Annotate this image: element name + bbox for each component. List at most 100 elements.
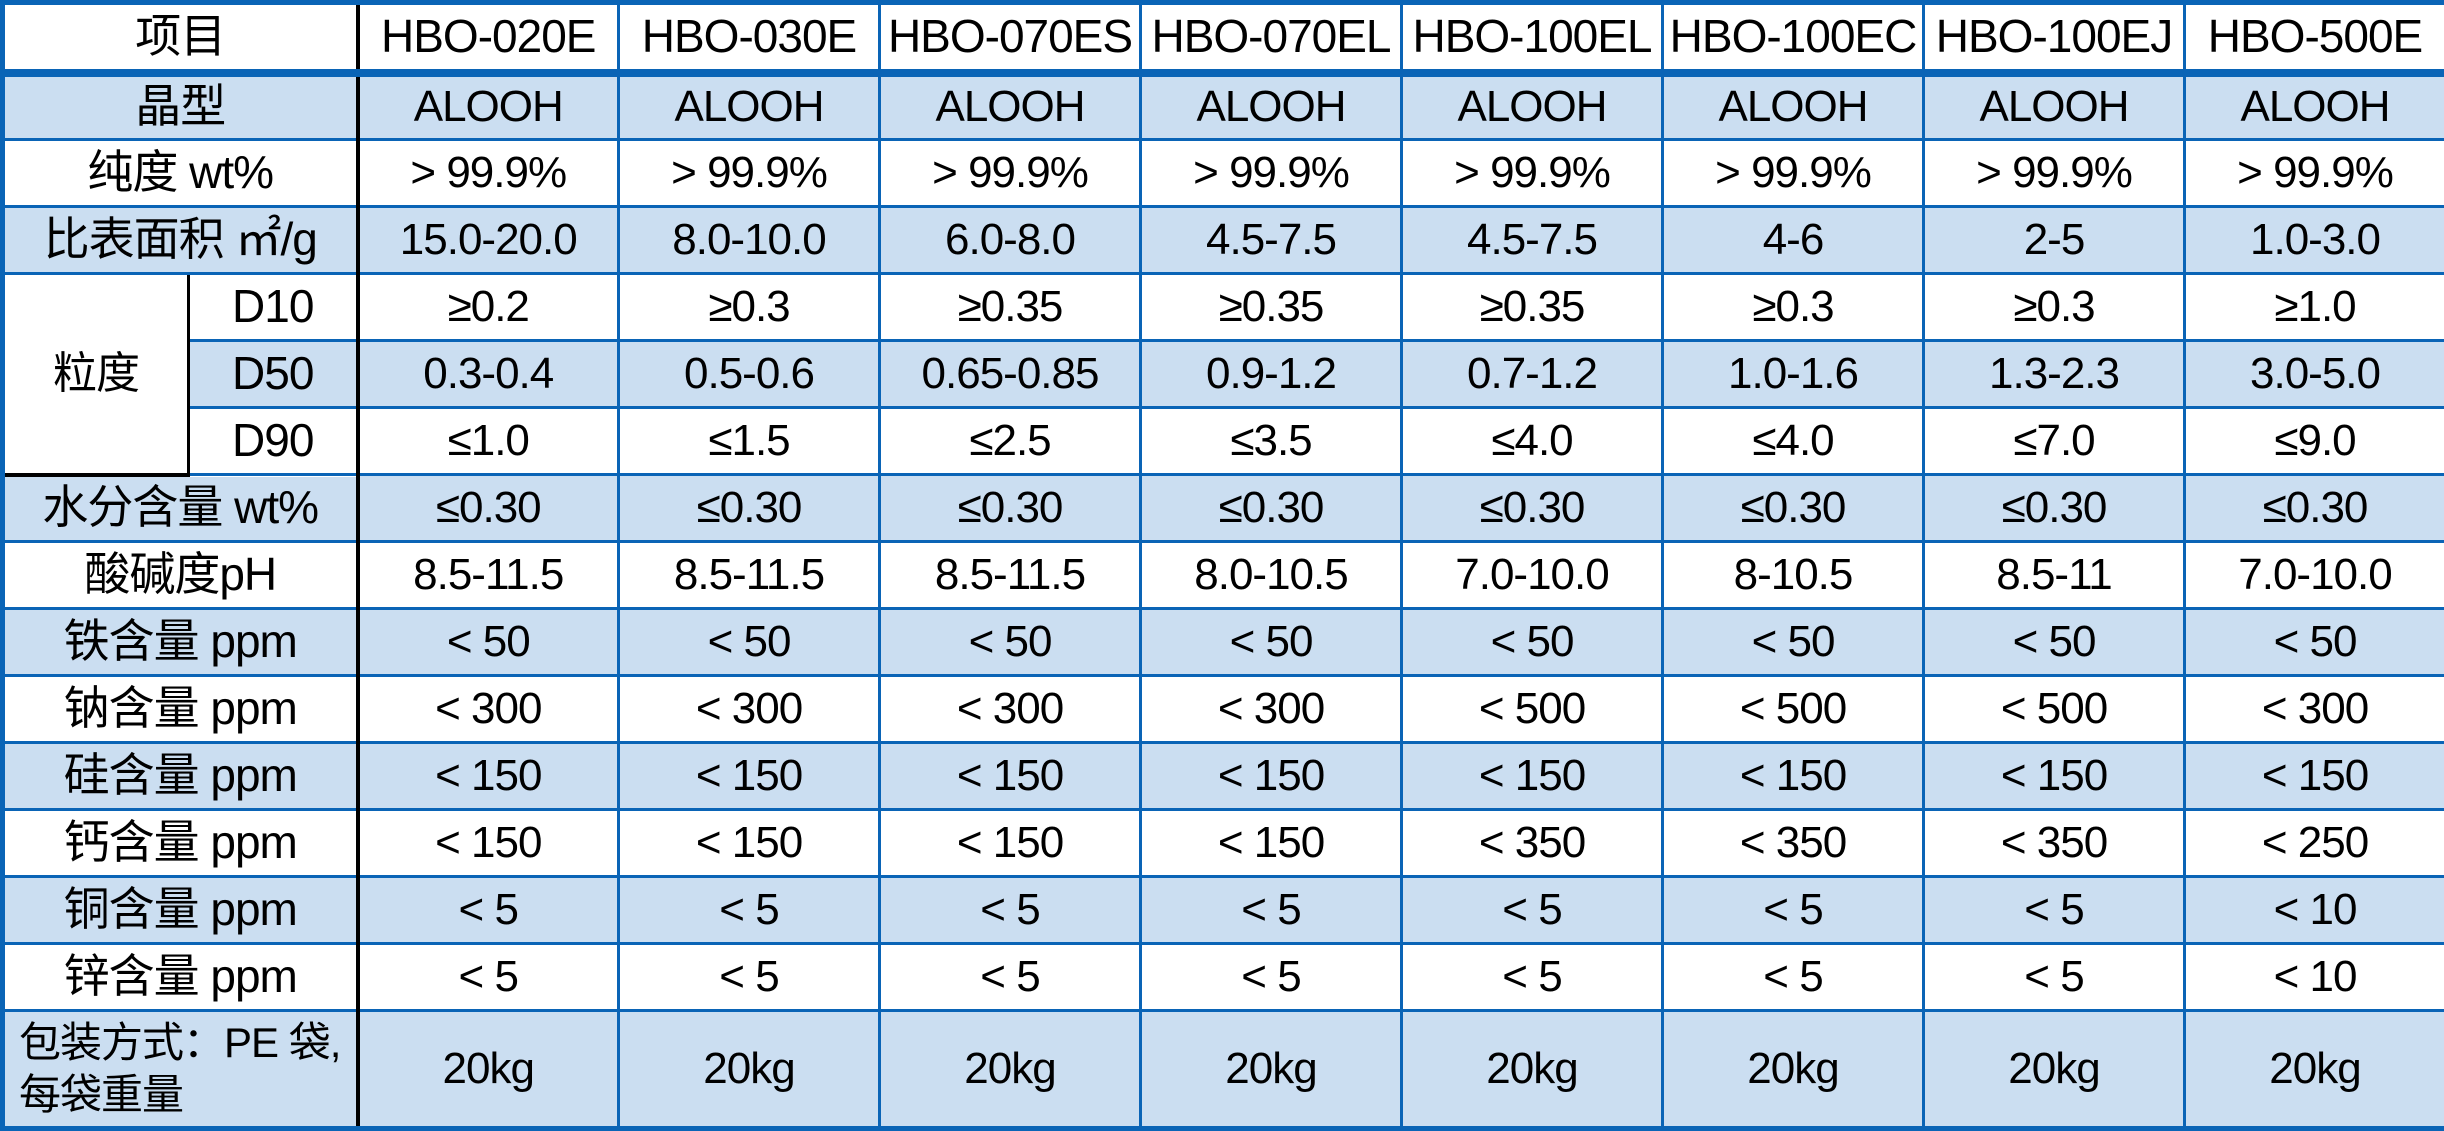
spec-cell: < 150 (1141, 810, 1402, 877)
column-header: HBO-100EL (1402, 3, 1663, 73)
spec-cell: < 150 (1141, 743, 1402, 810)
spec-cell: ALOOH (1924, 73, 2185, 140)
spec-cell: ≤2.5 (880, 408, 1141, 475)
column-header: HBO-030E (619, 3, 880, 73)
spec-cell: 3.0-5.0 (2185, 341, 2444, 408)
spec-cell: < 300 (880, 676, 1141, 743)
table-row: 钙含量 ppm< 150< 150< 150< 150< 350< 350< 3… (3, 810, 2444, 877)
spec-cell: < 5 (619, 944, 880, 1011)
row-label: 比表面积 ㎡/g (3, 207, 358, 274)
spec-cell: < 150 (2185, 743, 2444, 810)
spec-cell: < 50 (358, 609, 619, 676)
spec-cell: ≤0.30 (2185, 475, 2444, 542)
spec-cell: ≤1.0 (358, 408, 619, 475)
spec-cell: < 300 (2185, 676, 2444, 743)
spec-cell: ≥0.35 (880, 274, 1141, 341)
spec-cell: > 99.9% (619, 140, 880, 207)
spec-cell: 7.0-10.0 (1402, 542, 1663, 609)
row-label: 包装方式：PE 袋, 每袋重量 (3, 1011, 358, 1129)
spec-cell: 4-6 (1663, 207, 1924, 274)
spec-cell: < 250 (2185, 810, 2444, 877)
spec-cell: 8.5-11 (1924, 542, 2185, 609)
spec-cell: 0.5-0.6 (619, 341, 880, 408)
spec-cell: ≥0.3 (1924, 274, 2185, 341)
spec-cell: < 50 (1141, 609, 1402, 676)
group-row-label: 粒度 (3, 274, 189, 475)
spec-cell: ≤0.30 (880, 475, 1141, 542)
spec-cell: < 350 (1924, 810, 2185, 877)
column-header: HBO-070ES (880, 3, 1141, 73)
spec-cell: ≤0.30 (358, 475, 619, 542)
spec-cell: < 5 (880, 877, 1141, 944)
spec-cell: 6.0-8.0 (880, 207, 1141, 274)
spec-cell: 20kg (1663, 1011, 1924, 1129)
spec-cell: ≤4.0 (1402, 408, 1663, 475)
table-row: 硅含量 ppm< 150< 150< 150< 150< 150< 150< 1… (3, 743, 2444, 810)
spec-cell: ≤0.30 (1924, 475, 2185, 542)
spec-cell: < 150 (1402, 743, 1663, 810)
spec-cell: < 10 (2185, 944, 2444, 1011)
spec-cell: < 350 (1402, 810, 1663, 877)
spec-cell: 0.3-0.4 (358, 341, 619, 408)
spec-cell: > 99.9% (2185, 140, 2444, 207)
spec-cell: ≥0.35 (1141, 274, 1402, 341)
spec-cell: < 300 (358, 676, 619, 743)
row-label: 硅含量 ppm (3, 743, 358, 810)
table-row: 钠含量 ppm< 300< 300< 300< 300< 500< 500< 5… (3, 676, 2444, 743)
spec-cell: < 5 (1663, 877, 1924, 944)
table-row: 水分含量 wt%≤0.30≤0.30≤0.30≤0.30≤0.30≤0.30≤0… (3, 475, 2444, 542)
spec-cell: < 5 (619, 877, 880, 944)
spec-cell: < 5 (1663, 944, 1924, 1011)
spec-cell: < 10 (2185, 877, 2444, 944)
spec-cell: < 50 (1924, 609, 2185, 676)
spec-cell: ALOOH (358, 73, 619, 140)
spec-cell: < 5 (358, 877, 619, 944)
spec-cell: < 300 (1141, 676, 1402, 743)
spec-cell: ≤0.30 (619, 475, 880, 542)
table-row: 铜含量 ppm< 5< 5< 5< 5< 5< 5< 5< 10 (3, 877, 2444, 944)
spec-cell: < 350 (1663, 810, 1924, 877)
spec-cell: < 5 (880, 944, 1141, 1011)
row-label: 钙含量 ppm (3, 810, 358, 877)
spec-cell: 8-10.5 (1663, 542, 1924, 609)
column-header: HBO-500E (2185, 3, 2444, 73)
spec-cell: < 150 (880, 810, 1141, 877)
spec-cell: < 5 (1924, 944, 2185, 1011)
spec-cell: ALOOH (2185, 73, 2444, 140)
spec-cell: < 150 (619, 743, 880, 810)
spec-cell: 7.0-10.0 (2185, 542, 2444, 609)
spec-cell: ≥1.0 (2185, 274, 2444, 341)
spec-cell: 20kg (1924, 1011, 2185, 1129)
spec-cell: < 150 (1924, 743, 2185, 810)
spec-cell: < 500 (1663, 676, 1924, 743)
table-row: D90≤1.0≤1.5≤2.5≤3.5≤4.0≤4.0≤7.0≤9.0 (3, 408, 2444, 475)
row-label: 酸碱度pH (3, 542, 358, 609)
spec-cell: 20kg (1141, 1011, 1402, 1129)
spec-cell: < 50 (880, 609, 1141, 676)
spec-cell: ≤1.5 (619, 408, 880, 475)
spec-cell: 8.5-11.5 (880, 542, 1141, 609)
spec-cell: < 5 (1141, 877, 1402, 944)
spec-cell: < 500 (1924, 676, 2185, 743)
sub-row-label: D90 (189, 408, 358, 475)
spec-cell: 1.0-3.0 (2185, 207, 2444, 274)
spec-cell: ALOOH (1141, 73, 1402, 140)
spec-cell: < 5 (1141, 944, 1402, 1011)
spec-cell: 8.0-10.0 (619, 207, 880, 274)
spec-cell: < 150 (880, 743, 1141, 810)
corner-header: 项目 (3, 3, 358, 73)
sub-row-label: D50 (189, 341, 358, 408)
spec-cell: 20kg (2185, 1011, 2444, 1129)
spec-cell: 1.3-2.3 (1924, 341, 2185, 408)
spec-cell: < 5 (1402, 877, 1663, 944)
spec-cell: ≤0.30 (1141, 475, 1402, 542)
spec-cell: < 150 (1663, 743, 1924, 810)
spec-cell: ≤9.0 (2185, 408, 2444, 475)
spec-cell: 15.0-20.0 (358, 207, 619, 274)
spec-cell: ≥0.3 (619, 274, 880, 341)
spec-cell: ALOOH (1663, 73, 1924, 140)
